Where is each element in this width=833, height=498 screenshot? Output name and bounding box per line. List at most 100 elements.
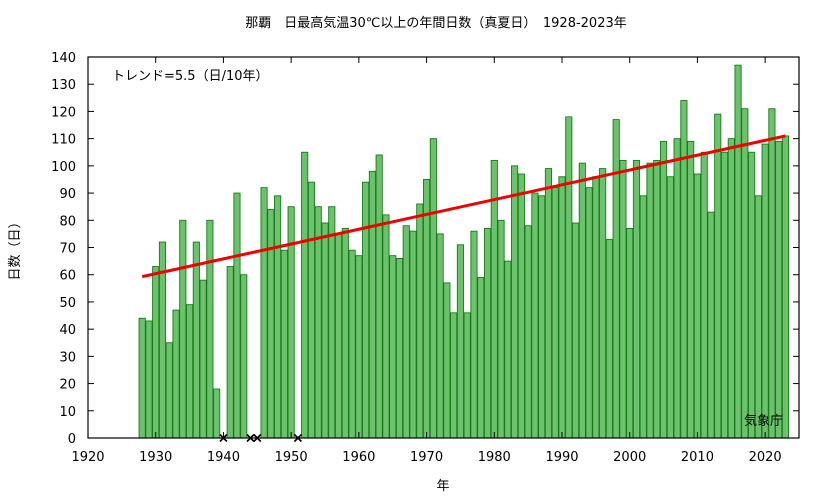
- bar-1941: [226, 266, 234, 439]
- bar-2016: [734, 64, 742, 439]
- bar-1986: [531, 192, 539, 439]
- bar-1960: [355, 255, 363, 439]
- x-tick-label: 1970: [410, 450, 443, 465]
- bar-1943: [240, 274, 248, 439]
- bar-1934: [179, 219, 187, 439]
- bar-1966: [395, 257, 404, 439]
- bar-2006: [666, 176, 674, 439]
- x-axis-label: 年: [436, 479, 449, 494]
- bar-1935: [186, 304, 194, 439]
- y-tick-label: 80: [59, 214, 76, 229]
- bar-1929: [145, 320, 153, 439]
- bar-2010: [693, 173, 701, 439]
- x-tick-label: 2010: [681, 450, 714, 465]
- y-tick-label: 20: [59, 378, 76, 393]
- bar-2017: [741, 108, 749, 439]
- bar-1964: [382, 214, 390, 439]
- bar-1992: [571, 222, 580, 439]
- bar-2020: [761, 143, 769, 439]
- bar-2021: [768, 108, 776, 439]
- bar-1998: [612, 119, 620, 439]
- bar-1967: [402, 225, 410, 439]
- bar-2000: [626, 227, 634, 439]
- y-tick-label: 50: [59, 296, 76, 311]
- bar-2014: [720, 151, 729, 439]
- bar-1974: [450, 312, 458, 439]
- chart-title: 那覇 日最高気温30℃以上の年間日数（真夏日） 1928-2023年: [245, 15, 627, 31]
- y-tick-label: 130: [51, 78, 76, 93]
- bar-1956: [328, 206, 336, 439]
- bar-1973: [443, 282, 451, 439]
- bar-1958: [341, 227, 349, 439]
- bar-1990: [558, 176, 566, 439]
- y-tick-label: 10: [59, 405, 76, 420]
- bar-1969: [416, 203, 424, 439]
- bar-1949: [280, 249, 288, 439]
- bar-1928: [138, 317, 146, 439]
- bar-1962: [368, 170, 376, 439]
- bar-1946: [260, 187, 268, 439]
- bar-2022: [775, 140, 783, 439]
- y-axis: 0 10 20 30 40 50 60 70 80 90 100 110 120 130 140: [51, 51, 799, 447]
- trend-group: [141, 134, 786, 279]
- bar-1997: [605, 238, 613, 439]
- bar-1981: [497, 219, 505, 439]
- bar-1965: [389, 255, 397, 439]
- bar-1972: [436, 233, 444, 439]
- bar-1933: [172, 309, 180, 439]
- bar-1985: [524, 225, 532, 439]
- bar-2015: [727, 138, 735, 439]
- bar-2004: [653, 159, 661, 439]
- x-tick-label: 1930: [139, 450, 172, 465]
- y-axis-label: 日数（日）: [8, 215, 23, 280]
- bar-1936: [192, 241, 200, 439]
- trend-annotation: トレンド=5.5（日/10年）: [112, 69, 269, 84]
- bar-1988: [544, 168, 553, 439]
- bar-1968: [409, 230, 417, 439]
- y-tick-label: 60: [59, 269, 76, 284]
- bar-2019: [754, 195, 762, 439]
- bar-1954: [314, 206, 322, 439]
- bar-1937: [199, 279, 207, 439]
- bar-1978: [477, 276, 485, 439]
- x-tick-label: 1920: [71, 450, 104, 465]
- bar-1987: [538, 195, 546, 439]
- bar-1939: [213, 388, 221, 439]
- y-tick-label: 0: [68, 432, 76, 447]
- bar-1995: [592, 176, 600, 439]
- x-tick-label: 1990: [545, 450, 578, 465]
- bar-2008: [680, 100, 688, 439]
- bar-1982: [504, 260, 512, 439]
- x-tick-label: 1980: [478, 450, 511, 465]
- bar-1970: [423, 179, 431, 439]
- bars-group: [138, 64, 790, 439]
- bar-1991: [565, 116, 573, 439]
- y-tick-label: 100: [51, 160, 76, 175]
- x-tick-label: 2020: [749, 450, 782, 465]
- x-tick-label: 1950: [275, 450, 308, 465]
- bar-1980: [490, 159, 498, 439]
- bar-2012: [707, 211, 715, 439]
- y-tick-label: 140: [51, 51, 76, 66]
- bar-1959: [348, 249, 356, 439]
- bar-1977: [470, 230, 478, 439]
- y-tick-label: 120: [51, 105, 76, 120]
- bar-1971: [429, 138, 437, 439]
- bar-1979: [483, 227, 492, 439]
- bar-1947: [267, 208, 275, 439]
- bar-1938: [206, 219, 214, 439]
- x-tick-label: 2000: [613, 450, 646, 465]
- x-tick-label: 1940: [207, 450, 240, 465]
- bar-2007: [673, 138, 681, 439]
- bar-2013: [714, 113, 722, 439]
- trend-line: [141, 134, 786, 279]
- bar-1942: [233, 192, 241, 439]
- bar-1983: [511, 165, 519, 439]
- bar-1932: [165, 342, 173, 439]
- y-tick-label: 90: [59, 187, 76, 202]
- bar-2023: [781, 135, 790, 439]
- bar-2009: [687, 140, 695, 439]
- bar-2003: [646, 162, 654, 439]
- bar-2005: [660, 140, 668, 439]
